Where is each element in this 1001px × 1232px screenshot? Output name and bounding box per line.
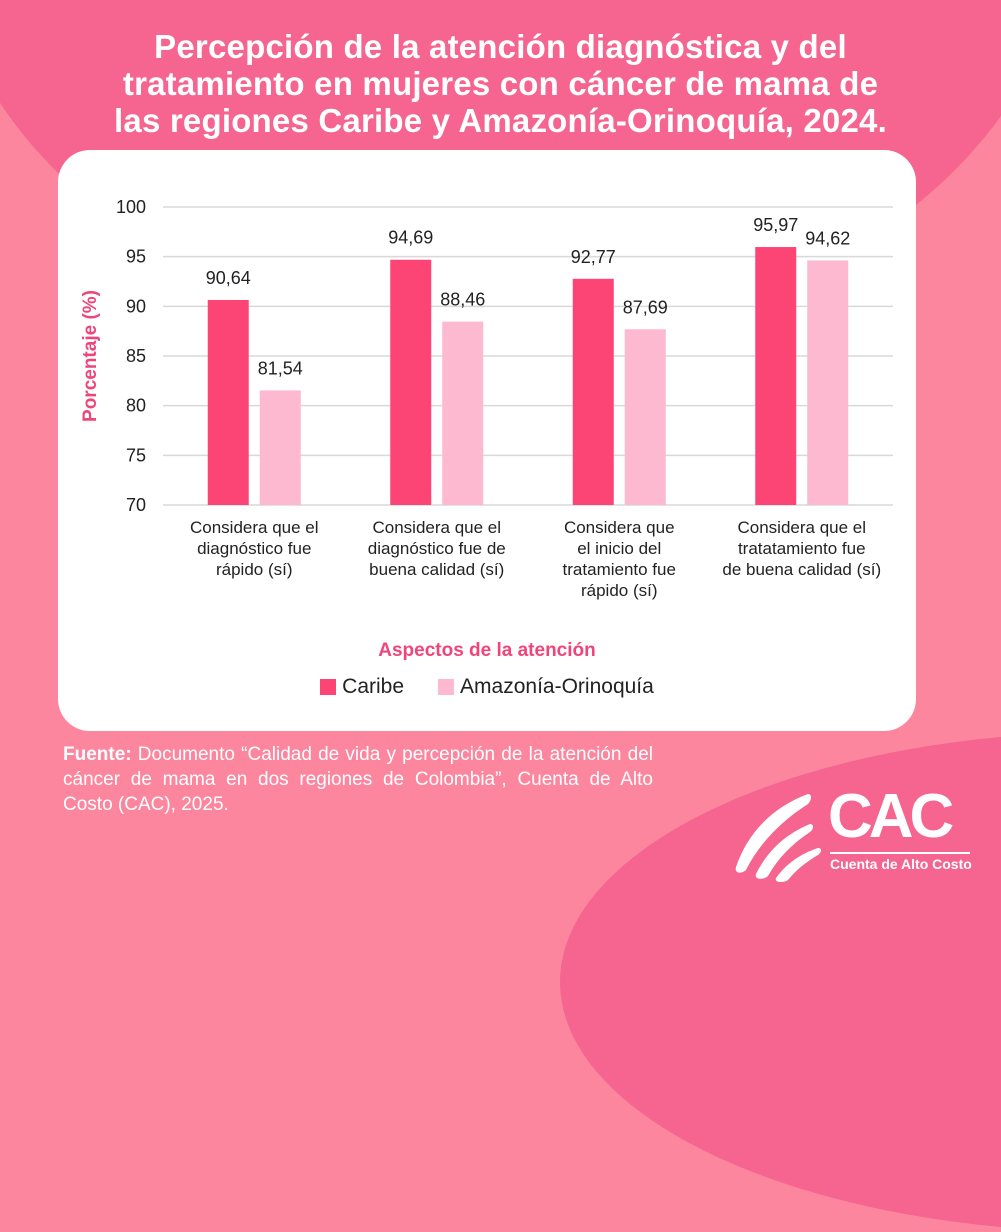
x-axis-title: Aspectos de la atención — [378, 640, 596, 661]
x-tick-label-line: diagnóstico fue — [197, 539, 312, 558]
data-label: 92,77 — [571, 247, 616, 267]
x-tick-label-line: tratatamiento fue — [737, 539, 866, 558]
logo-text: CAC — [828, 782, 954, 851]
logo-swoosh-icon — [735, 794, 821, 882]
legend-item-amazonia: Amazonía-Orinoquía — [438, 675, 654, 699]
x-tick-label: Considera que el diagnóstico fue de buena … — [347, 517, 527, 580]
data-label: 94,62 — [805, 228, 850, 248]
bar-caribe — [572, 278, 614, 505]
x-tick-label-line: Considera que — [563, 518, 675, 537]
source-text: Documento “Calidad de vida y percepción … — [63, 744, 653, 815]
y-tick-label: 75 — [126, 445, 146, 465]
data-label: 94,69 — [388, 228, 433, 248]
y-tick-label: 80 — [126, 396, 146, 416]
legend-item-caribe: Caribe — [320, 675, 404, 699]
x-tick-label: Considera que el diagnóstico fue rápido (s… — [164, 517, 344, 580]
bar-caribe — [207, 299, 249, 505]
data-label: 95,97 — [753, 215, 798, 235]
legend-label-amazonia: Amazonía-Orinoquía — [460, 675, 654, 698]
x-tick-label-line: Considera que el — [737, 518, 867, 537]
x-tick-label-line: de buena calidad (sí) — [722, 560, 882, 579]
cac-logo: CAC Cuenta de Alto Costo — [728, 782, 978, 882]
bar-amazonia — [259, 390, 301, 505]
y-axis-title: Porcentaje (%) — [80, 290, 101, 422]
x-tick-label-line: buena calidad (sí) — [369, 560, 505, 579]
source-note: Fuente: Documento “Calidad de vida y per… — [63, 742, 653, 817]
bar-amazonia — [624, 329, 666, 505]
x-tick-label-line: diagnóstico fue de — [367, 539, 506, 558]
data-label: 81,54 — [258, 358, 303, 378]
bar-caribe — [755, 247, 797, 505]
x-tick-label-line: Considera que el — [372, 518, 502, 537]
legend: Caribe Amazonía-Orinoquía — [58, 675, 916, 699]
legend-label-caribe: Caribe — [342, 675, 405, 698]
x-tick-label-line: el inicio del — [577, 539, 662, 558]
x-tick-label-line: rápido (sí) — [215, 560, 293, 579]
y-tick-label: 100 — [116, 197, 146, 217]
x-tick-label-line: tratamiento fue — [562, 560, 676, 579]
source-label: Fuente: — [63, 744, 132, 765]
y-tick-label: 85 — [126, 346, 146, 366]
y-tick-label: 95 — [126, 247, 146, 267]
x-tick-label-line: rápido (sí) — [580, 581, 658, 600]
data-label: 87,69 — [623, 297, 668, 317]
x-tick-label: Considera que el tratatamiento fue de buen… — [712, 517, 892, 580]
x-tick-label: Considera que el inicio del tratamiento fu… — [529, 517, 709, 601]
logo-divider — [830, 852, 970, 854]
chart-title: Percepción de la atención diagnóstica y … — [114, 28, 887, 139]
bar-amazonia — [807, 260, 849, 505]
x-tick-label-line: Considera que el — [189, 518, 319, 537]
data-label: 90,64 — [206, 268, 251, 288]
legend-swatch-caribe — [320, 679, 337, 695]
logo-subtitle: Cuenta de Alto Costo — [830, 856, 972, 872]
y-tick-label: 90 — [126, 296, 146, 316]
y-tick-label: 70 — [126, 495, 146, 515]
legend-swatch-amazonia — [438, 679, 455, 695]
chart-card: 70 75 80 85 90 95 100 Porcentaje (%) 90,64 81,54 9… — [58, 150, 916, 731]
bar-chart: 70 75 80 85 90 95 100 Porcentaje (%) 90,64 81,54 9… — [80, 197, 893, 515]
bar-amazonia — [442, 321, 484, 505]
data-label: 88,46 — [440, 290, 485, 310]
bar-caribe — [390, 259, 432, 505]
